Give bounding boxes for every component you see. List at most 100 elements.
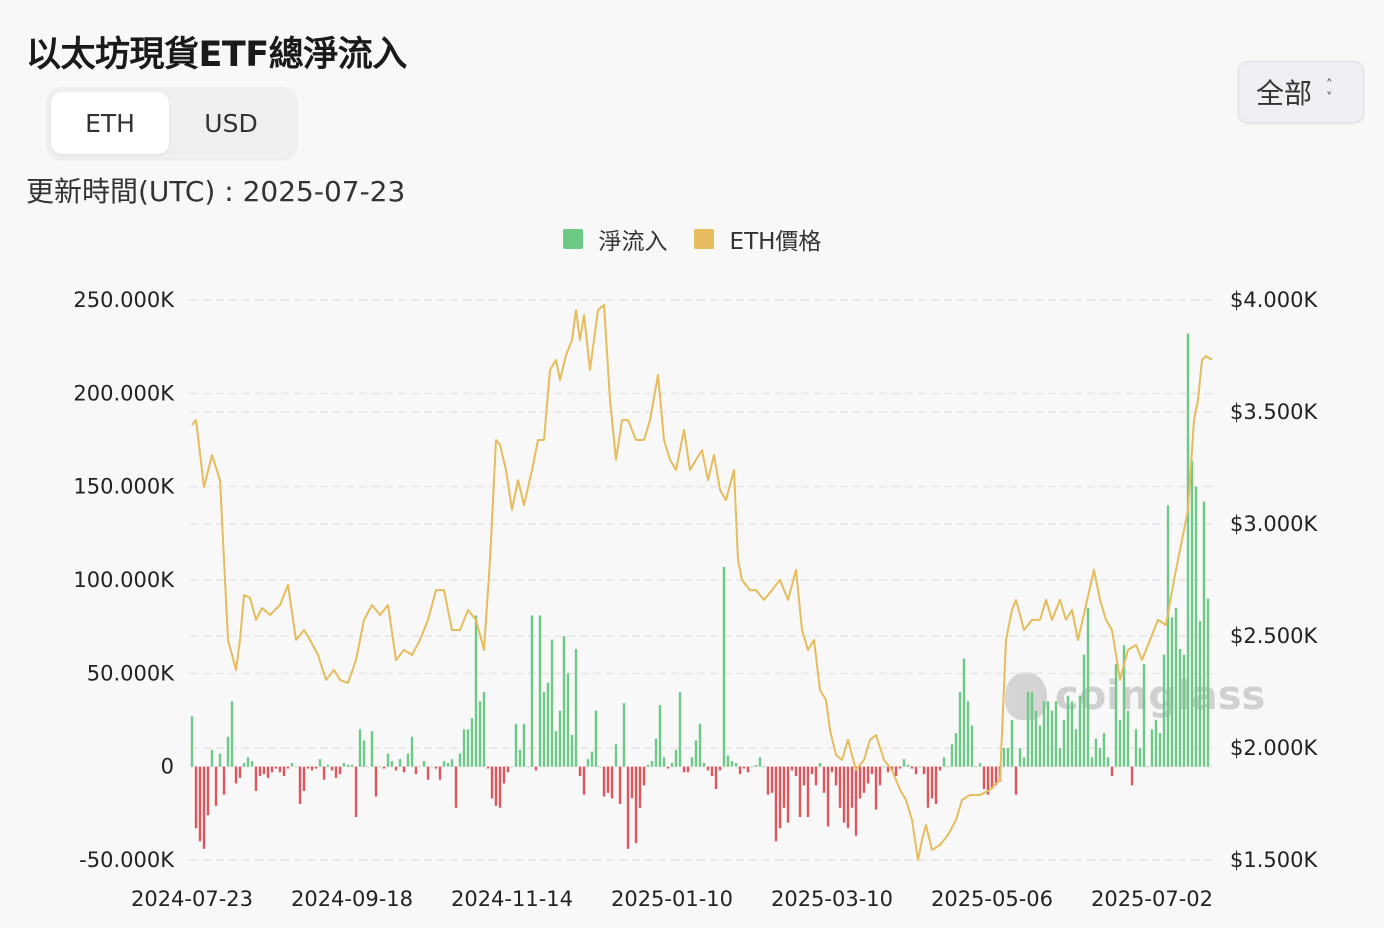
outflow-bar[interactable]: [798, 766, 802, 818]
inflow-bar[interactable]: [1098, 748, 1102, 767]
inflow-bar[interactable]: [250, 761, 254, 767]
inflow-bar[interactable]: [1010, 720, 1014, 767]
inflow-bar[interactable]: [1090, 757, 1094, 767]
inflow-bar[interactable]: [386, 753, 390, 767]
inflow-bar[interactable]: [586, 759, 590, 767]
inflow-bar[interactable]: [530, 615, 534, 767]
inflow-bar[interactable]: [1018, 748, 1022, 767]
inflow-bar[interactable]: [1114, 664, 1118, 767]
inflow-bar[interactable]: [542, 692, 546, 767]
inflow-bar[interactable]: [1038, 725, 1042, 767]
outflow-bar[interactable]: [790, 766, 794, 771]
inflow-bar[interactable]: [1182, 654, 1186, 767]
outflow-bar[interactable]: [826, 766, 830, 827]
outflow-bar[interactable]: [434, 766, 438, 769]
outflow-bar[interactable]: [610, 766, 614, 799]
toggle-usd[interactable]: USD: [204, 108, 258, 138]
outflow-bar[interactable]: [642, 766, 646, 786]
inflow-bar[interactable]: [1094, 738, 1098, 767]
outflow-bar[interactable]: [322, 766, 326, 780]
inflow-bar[interactable]: [1106, 757, 1110, 767]
inflow-bar[interactable]: [430, 766, 434, 768]
outflow-bar[interactable]: [286, 766, 290, 769]
inflow-bar[interactable]: [1206, 598, 1210, 767]
inflow-bar[interactable]: [550, 639, 554, 767]
inflow-bar[interactable]: [962, 658, 966, 767]
outflow-bar[interactable]: [830, 766, 834, 773]
outflow-bar[interactable]: [774, 766, 778, 842]
inflow-bar[interactable]: [450, 759, 454, 767]
outflow-bar[interactable]: [382, 766, 386, 769]
inflow-bar[interactable]: [1142, 664, 1146, 767]
inflow-bar[interactable]: [902, 759, 906, 767]
inflow-bar[interactable]: [1178, 649, 1182, 767]
outflow-bar[interactable]: [338, 766, 342, 775]
outflow-bar[interactable]: [834, 766, 838, 786]
outflow-bar[interactable]: [490, 766, 494, 799]
outflow-bar[interactable]: [262, 766, 266, 775]
outflow-bar[interactable]: [194, 766, 198, 829]
outflow-bar[interactable]: [814, 766, 818, 786]
inflow-bar[interactable]: [1146, 766, 1150, 768]
outflow-bar[interactable]: [850, 766, 854, 808]
outflow-bar[interactable]: [770, 766, 774, 793]
inflow-bar[interactable]: [734, 762, 738, 767]
outflow-bar[interactable]: [198, 766, 202, 842]
outflow-bar[interactable]: [254, 766, 258, 791]
inflow-bar[interactable]: [366, 766, 370, 768]
outflow-bar[interactable]: [602, 766, 606, 797]
inflow-bar[interactable]: [474, 615, 478, 767]
outflow-bar[interactable]: [638, 766, 642, 808]
outflow-bar[interactable]: [486, 766, 490, 769]
inflow-bar[interactable]: [954, 733, 958, 767]
inflow-bar[interactable]: [974, 766, 978, 768]
outflow-bar[interactable]: [986, 766, 990, 795]
outflow-bar[interactable]: [682, 766, 686, 773]
outflow-bar[interactable]: [402, 766, 406, 773]
inflow-bar[interactable]: [722, 566, 726, 767]
inflow-bar[interactable]: [482, 692, 486, 767]
inflow-bar[interactable]: [1174, 608, 1178, 767]
outflow-bar[interactable]: [222, 766, 226, 795]
outflow-bar[interactable]: [810, 766, 814, 775]
outflow-bar[interactable]: [898, 766, 902, 769]
outflow-bar[interactable]: [842, 766, 846, 823]
inflow-bar[interactable]: [690, 757, 694, 767]
inflow-bar[interactable]: [1150, 729, 1154, 767]
inflow-bar[interactable]: [1166, 505, 1170, 767]
inflow-bar[interactable]: [662, 757, 666, 767]
outflow-bar[interactable]: [1110, 766, 1114, 776]
inflow-bar[interactable]: [674, 749, 678, 767]
outflow-bar[interactable]: [874, 766, 878, 810]
outflow-bar[interactable]: [786, 766, 790, 823]
outflow-bar[interactable]: [634, 766, 638, 844]
outflow-bar[interactable]: [278, 766, 282, 773]
outflow-bar[interactable]: [626, 766, 630, 849]
inflow-bar[interactable]: [590, 751, 594, 767]
inflow-bar[interactable]: [1066, 695, 1070, 767]
inflow-bar[interactable]: [422, 761, 426, 767]
inflow-bar[interactable]: [566, 673, 570, 767]
outflow-bar[interactable]: [866, 766, 870, 784]
outflow-bar[interactable]: [886, 766, 890, 773]
inflow-bar[interactable]: [370, 731, 374, 767]
inflow-bar[interactable]: [574, 649, 578, 767]
inflow-bar[interactable]: [418, 766, 422, 768]
inflow-bar[interactable]: [654, 738, 658, 767]
inflow-bar[interactable]: [698, 723, 702, 767]
outflow-bar[interactable]: [414, 766, 418, 775]
inflow-bar[interactable]: [1154, 720, 1158, 767]
inflow-bar[interactable]: [546, 682, 550, 767]
inflow-bar[interactable]: [362, 740, 366, 767]
inflow-bar[interactable]: [906, 764, 910, 767]
outflow-bar[interactable]: [582, 766, 586, 795]
inflow-bar[interactable]: [350, 764, 354, 767]
inflow-bar[interactable]: [190, 716, 194, 767]
outflow-bar[interactable]: [274, 766, 278, 769]
outflow-bar[interactable]: [994, 766, 998, 786]
inflow-bar[interactable]: [1026, 692, 1030, 767]
outflow-bar[interactable]: [846, 766, 850, 829]
inflow-bar[interactable]: [670, 762, 674, 767]
outflow-bar[interactable]: [534, 766, 538, 771]
outflow-bar[interactable]: [706, 766, 710, 771]
